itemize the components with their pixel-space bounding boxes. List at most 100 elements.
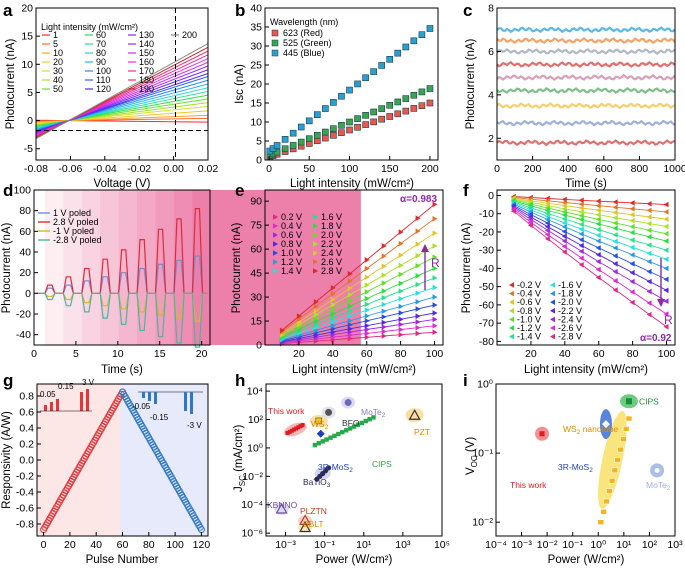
e-xtick-label: 60 [361,348,373,360]
h-this-work-point [294,426,299,431]
i-axes-frame [495,383,676,537]
e-line [281,325,435,344]
b-point [338,122,345,129]
panel-letter-g: g [3,371,13,390]
e-line [281,245,435,336]
e-point [381,253,387,259]
b-xtick-label: 100 [341,163,359,175]
e-legend-label: 1.0 V [281,248,302,258]
h-label-kbnno: KBNNO [267,500,298,510]
g-ytick-label: 0.6 [19,407,34,419]
e-point [415,262,421,269]
f-point [578,226,584,233]
g-inset-pos-label: 0.05 [40,390,56,399]
h-this-work-point [291,427,296,432]
f-line [513,201,667,251]
e-line [281,312,435,343]
d-xlabel: Time (s) [101,364,143,376]
f-point [612,214,618,221]
e-point [381,280,387,286]
f-point [612,232,618,238]
a-legend-label: 40 [53,75,63,85]
h-cips-point [328,435,333,440]
e-point [398,296,404,302]
d-ytick-label: 20 [19,267,31,279]
e-legend-label: 0.2 V [281,212,302,222]
panel-letter-b: b [235,1,245,20]
f-ytick-label: -80 [479,336,494,348]
d-trace [36,292,208,322]
e-point [364,334,370,341]
e-point [364,289,370,295]
b-point [378,105,385,112]
b-point [281,145,289,153]
b-point [418,88,426,96]
f-point [646,220,652,227]
f-point [578,262,584,268]
g-inset-pos-label: 3 V [82,378,95,387]
e-point [415,215,421,222]
a-legend-label: 5 [53,39,58,49]
h-marker [408,409,421,420]
f-point [544,236,550,242]
f-point [663,287,669,294]
f-point [629,223,635,230]
f-point [629,217,635,224]
a-legend-label: 1 [53,30,58,40]
a-legend-label: 50 [53,84,63,94]
b-point [362,74,369,82]
f-point [629,269,635,276]
b-point [426,85,434,92]
d-light-bands [44,190,361,345]
e-point [398,326,404,333]
h-cips-point [371,415,376,420]
a-legend-label: 170 [139,66,154,76]
h-xtick-label: 10⁵ [434,539,450,551]
b-point [314,132,321,139]
f-legend-swatch [550,282,555,288]
i-mote2-marker [654,467,660,473]
e-point [330,314,336,321]
e-legend-swatch [313,214,318,220]
h-cips-point [316,441,321,446]
f-legend-label: -2.6 V [558,323,582,333]
f-line [513,205,667,280]
e-legend-swatch [273,250,278,256]
h-mote2-marker [344,398,352,406]
d-xtick-label: 10 [112,348,124,360]
c-ytick-label: 2 [488,133,494,145]
a-legend-label: 120 [96,84,111,94]
h-cips-point [343,428,349,433]
f-point [629,244,635,251]
f-point [544,220,550,226]
d-xtick-label: 20 [196,348,208,360]
f-point [612,220,618,226]
a-ytick-label: 20 [21,3,33,15]
panel-letter-f: f [463,181,469,200]
f-legend-label: -1.4 V [517,332,541,342]
f-point [612,238,618,245]
d-xtick-label: 5 [73,348,79,360]
f-ytick-label: -20 [479,226,494,238]
i-ws2-point [614,457,622,463]
f-point [578,201,584,207]
b-ylabel: Isc (nA) [234,64,246,104]
f-xtick-label: 20 [525,348,537,360]
h-ticks: 10⁻³ 10⁻¹ 10¹ 10³ 10⁵ 10⁻⁶ 10⁻⁴ 10⁻² 10⁰ 10² 10⁴ [241,386,450,551]
c-trace [496,139,676,147]
i-xtick-label: 10¹ [616,539,632,551]
f-point [561,220,567,226]
f-point [595,232,601,239]
e-point [398,316,404,323]
g-inset-positive: 0.05 0.15 3 V [40,378,95,412]
h-cips-point [359,420,365,426]
f-point [646,234,652,240]
i-ticks: 10⁻⁴ 10⁻³ 10⁻² 10⁻¹ 10⁰ 10¹ 10² 10³ 10⁻² 10⁻¹ 10⁰ [472,379,683,552]
f-point [629,200,635,206]
b-point [394,98,402,106]
h-this-work-point [296,425,301,430]
f-legend-swatch [509,333,514,340]
